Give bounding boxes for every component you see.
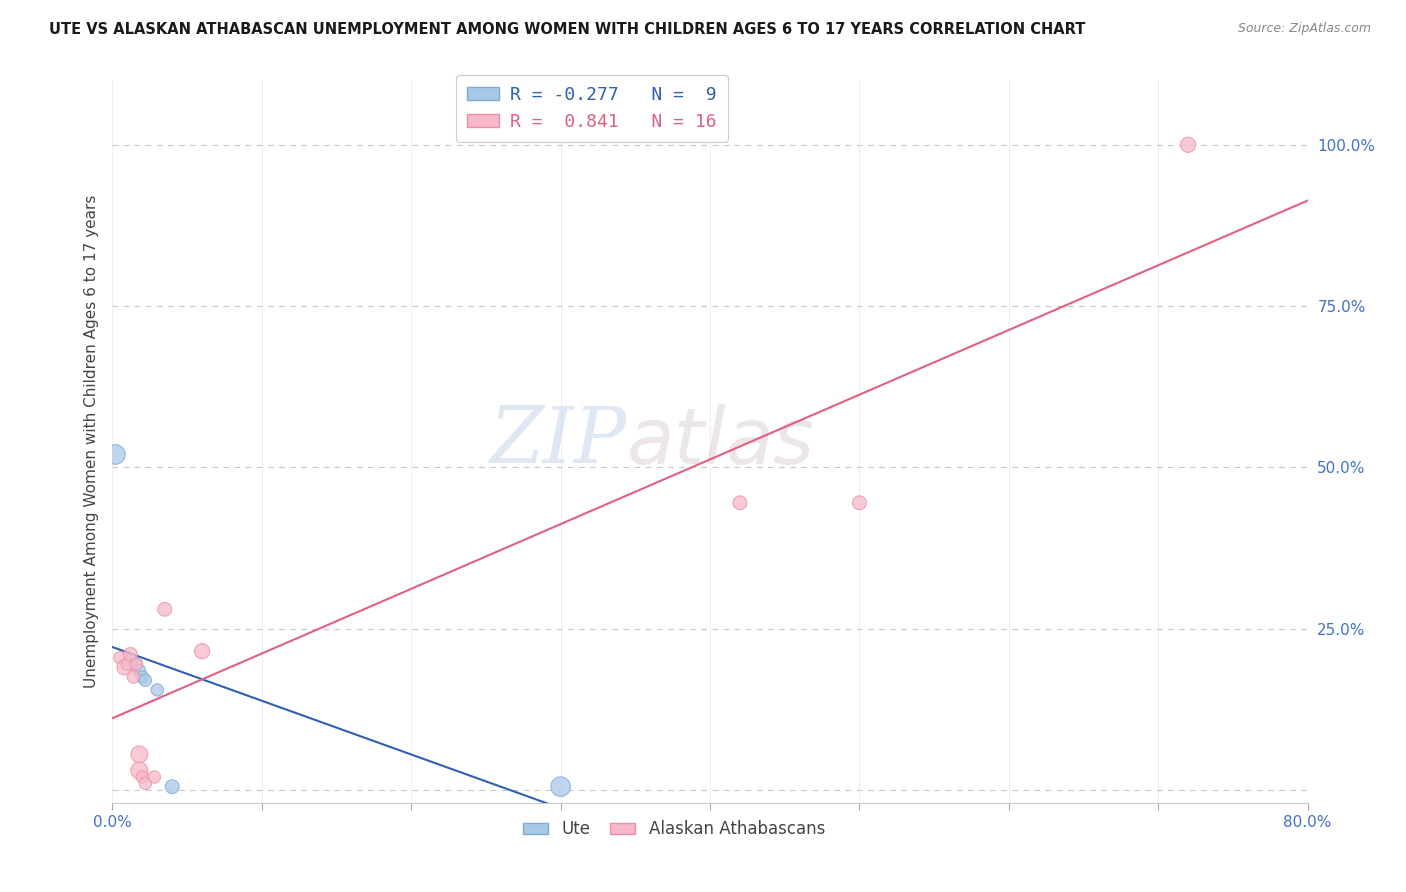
Point <box>108 650 131 665</box>
Point <box>120 654 142 668</box>
Point <box>125 657 148 672</box>
Point <box>125 657 148 672</box>
Point <box>134 673 156 688</box>
Point <box>117 657 139 672</box>
Point <box>120 648 142 662</box>
Point <box>134 776 156 790</box>
Point <box>550 780 572 794</box>
Point <box>128 664 150 678</box>
Point <box>848 496 870 510</box>
Point <box>146 682 169 697</box>
Y-axis label: Unemployment Among Women with Children Ages 6 to 17 years: Unemployment Among Women with Children A… <box>83 194 98 689</box>
Point <box>114 660 135 674</box>
Point <box>143 770 166 784</box>
Text: Source: ZipAtlas.com: Source: ZipAtlas.com <box>1237 22 1371 36</box>
Point <box>128 764 150 778</box>
Text: ZIP: ZIP <box>489 403 627 480</box>
Point <box>128 747 150 762</box>
Point <box>191 644 214 658</box>
Legend: Ute, Alaskan Athabascans: Ute, Alaskan Athabascans <box>516 814 832 845</box>
Point <box>728 496 751 510</box>
Point <box>1177 137 1199 152</box>
Point <box>162 780 183 794</box>
Point <box>131 770 153 784</box>
Point <box>153 602 176 616</box>
Point <box>131 670 153 684</box>
Text: UTE VS ALASKAN ATHABASCAN UNEMPLOYMENT AMONG WOMEN WITH CHILDREN AGES 6 TO 17 YE: UTE VS ALASKAN ATHABASCAN UNEMPLOYMENT A… <box>49 22 1085 37</box>
Text: atlas: atlas <box>627 403 814 480</box>
Point <box>104 447 127 461</box>
Point <box>122 670 145 684</box>
